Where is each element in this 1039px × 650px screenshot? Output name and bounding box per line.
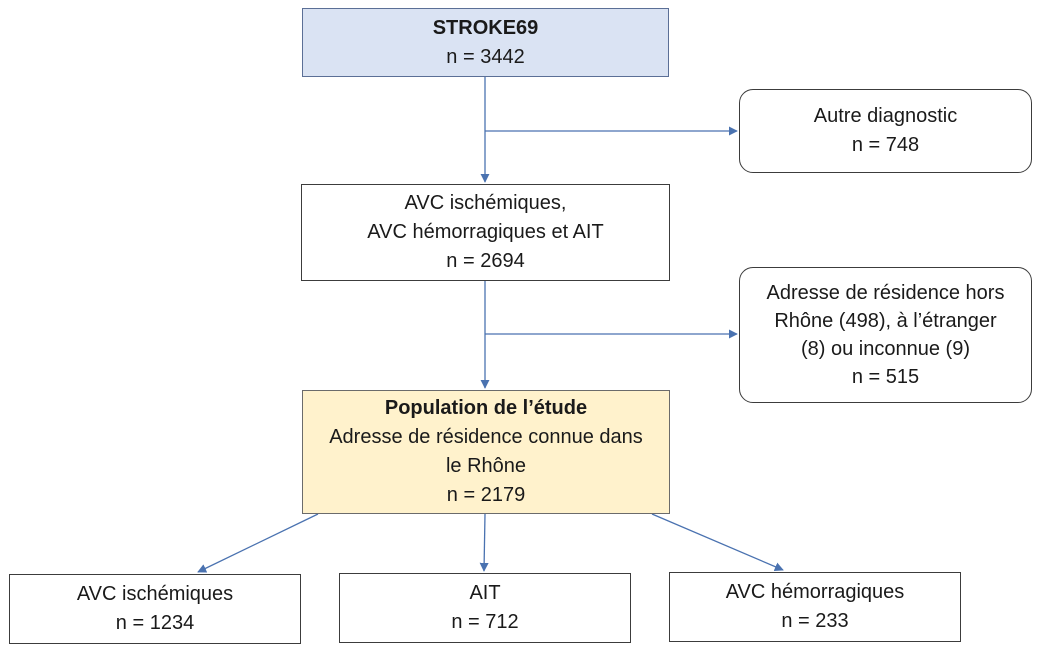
stroke69-count: n = 3442: [446, 45, 525, 68]
hors-rhone-line3: (8) ou inconnue (9): [801, 338, 970, 360]
autre-diagnostic-label: Autre diagnostic: [813, 105, 958, 127]
avc-ischemiques-box: AVC ischémiques n = 1234: [9, 574, 301, 644]
stroke69-title: STROKE69: [432, 16, 539, 39]
hors-rhone-line2: Rhône (498), à l’étranger: [774, 310, 997, 332]
avc-ait-line1: AVC ischémiques,: [404, 192, 567, 214]
avc-ischemiques-label: AVC ischémiques: [76, 583, 234, 605]
ait-label: AIT: [469, 582, 501, 604]
arrow-population-to-avc-ischemiques: [197, 513, 319, 573]
population-line2: le Rhône: [445, 455, 527, 477]
stroke69-box: STROKE69 n = 3442: [302, 8, 669, 77]
hors-rhone-count: n = 515: [851, 366, 920, 388]
avc-hemorragiques-count: n = 233: [781, 610, 849, 632]
arrow-population-to-ait: [479, 513, 489, 572]
ait-count: n = 712: [451, 611, 519, 633]
hors-rhone-box: Adresse de résidence hors Rhône (498), à…: [739, 267, 1032, 403]
arrow-population-to-avc-hemorragiques: [651, 513, 784, 571]
avc-ait-count: n = 2694: [446, 250, 525, 272]
population-title: Population de l’étude: [384, 397, 588, 419]
avc-hemorragiques-label: AVC hémorragiques: [725, 581, 905, 603]
population-line1: Adresse de résidence connue dans: [329, 426, 643, 448]
avc-ait-box: AVC ischémiques, AVC hémorragiques et AI…: [301, 184, 670, 281]
autre-diagnostic-count: n = 748: [851, 134, 920, 156]
avc-ait-line2: AVC hémorragiques et AIT: [367, 221, 604, 243]
avc-ischemiques-count: n = 1234: [115, 612, 195, 634]
autre-diagnostic-box: Autre diagnostic n = 748: [739, 89, 1032, 173]
avc-hemorragiques-box: AVC hémorragiques n = 233: [669, 572, 961, 642]
population-count: n = 2179: [446, 484, 526, 506]
hors-rhone-line1: Adresse de résidence hors: [766, 282, 1005, 304]
population-box: Population de l’étude Adresse de résiden…: [302, 390, 670, 514]
ait-box: AIT n = 712: [339, 573, 631, 643]
